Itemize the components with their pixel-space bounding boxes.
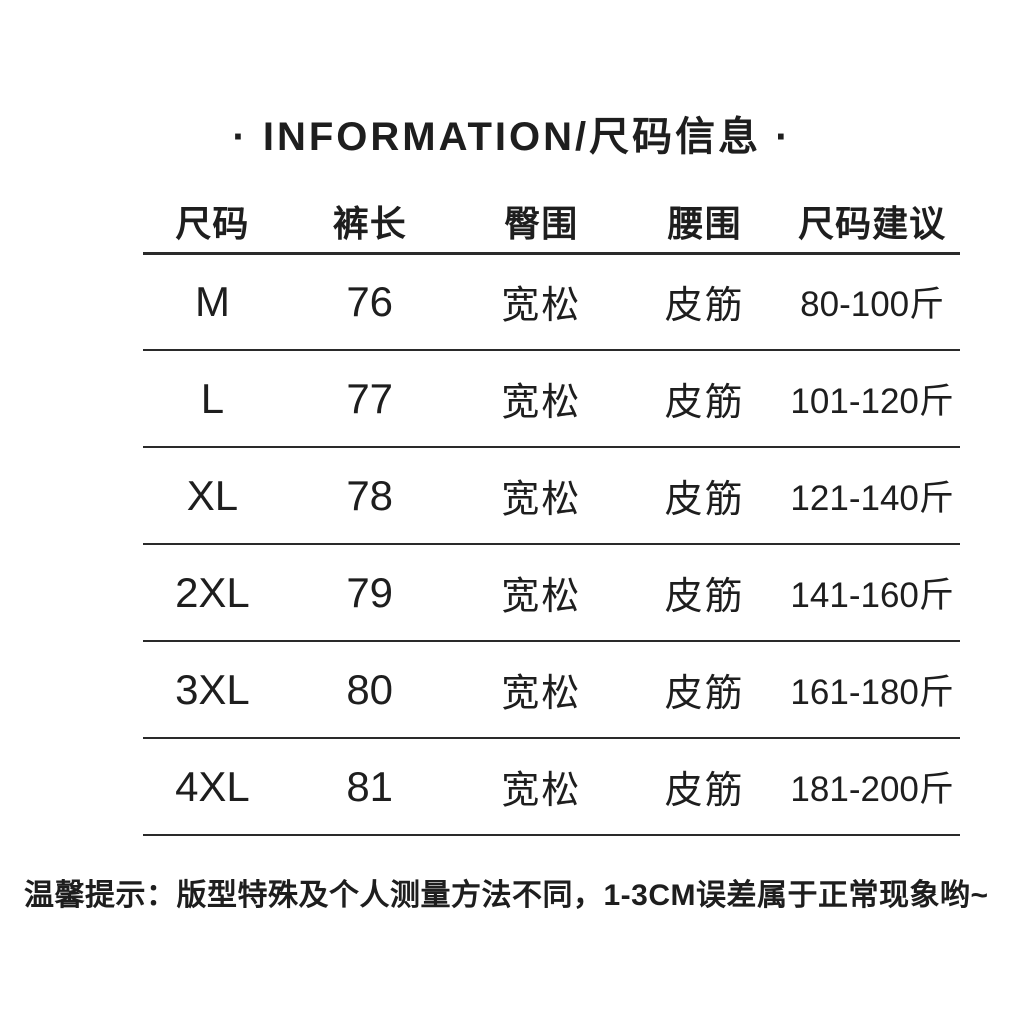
table-row-xl: XL 78 宽松 皮筋 121-140斤 <box>143 447 960 544</box>
cell-size: L <box>200 374 225 422</box>
cell-waist: 皮筋 <box>664 382 745 424</box>
cell-suggestion: 141-160斤 <box>790 576 954 615</box>
cell-suggestion: 181-200斤 <box>790 770 954 809</box>
cell-waist: 皮筋 <box>664 576 745 618</box>
col-header-size: 尺码 <box>175 202 250 244</box>
cell-size: M <box>194 277 230 325</box>
table-row-4xl: 4XL 81 宽松 皮筋 181-200斤 <box>143 738 960 835</box>
cell-pant-length: 78 <box>346 471 394 519</box>
table-row-l: L 77 宽松 皮筋 101-120斤 <box>143 350 960 447</box>
cell-suggestion: 80-100斤 <box>800 285 945 325</box>
table-header-row: 尺码 裤长 臀围 腰围 尺码建议 <box>143 190 960 253</box>
col-header-hip: 臀围 <box>504 202 579 244</box>
cell-suggestion: 101-120斤 <box>790 382 954 421</box>
cell-hip: 宽松 <box>501 770 582 812</box>
footer-note: 温馨提示：版型特殊及个人测量方法不同，1-3CM误差属于正常现象哟~ <box>24 879 989 912</box>
cell-suggestion: 161-180斤 <box>790 673 954 712</box>
table-row-3xl: 3XL 80 宽松 皮筋 161-180斤 <box>143 641 960 738</box>
table-row-m: M 76 宽松 皮筋 80-100斤 <box>143 253 960 350</box>
cell-waist: 皮筋 <box>664 673 745 715</box>
cell-pant-length: 81 <box>346 762 394 810</box>
cell-size: 2XL <box>175 568 250 616</box>
cell-hip: 宽松 <box>501 285 582 328</box>
cell-hip: 宽松 <box>501 382 582 424</box>
col-header-pant-length: 裤长 <box>332 202 407 244</box>
page-title: · INFORMATION/尺码信息 · <box>232 115 792 159</box>
cell-size: 4XL <box>175 762 250 810</box>
cell-waist: 皮筋 <box>664 479 745 521</box>
size-table: 尺码 裤长 臀围 腰围 尺码建议 M 76 宽松 皮筋 80-100斤 L 77… <box>143 190 960 836</box>
cell-hip: 宽松 <box>501 673 582 715</box>
col-header-suggestion: 尺码建议 <box>798 202 947 244</box>
table-row-2xl: 2XL 79 宽松 皮筋 141-160斤 <box>143 544 960 641</box>
cell-hip: 宽松 <box>501 479 582 521</box>
cell-pant-length: 76 <box>346 277 394 325</box>
cell-pant-length: 80 <box>346 665 394 713</box>
col-header-waist: 腰围 <box>667 202 742 244</box>
cell-pant-length: 79 <box>346 568 394 616</box>
cell-size: XL <box>186 471 239 519</box>
cell-waist: 皮筋 <box>664 285 745 328</box>
cell-size: 3XL <box>175 665 250 713</box>
cell-pant-length: 77 <box>346 374 394 422</box>
cell-hip: 宽松 <box>501 576 582 618</box>
cell-waist: 皮筋 <box>664 770 745 812</box>
cell-suggestion: 121-140斤 <box>790 479 954 518</box>
